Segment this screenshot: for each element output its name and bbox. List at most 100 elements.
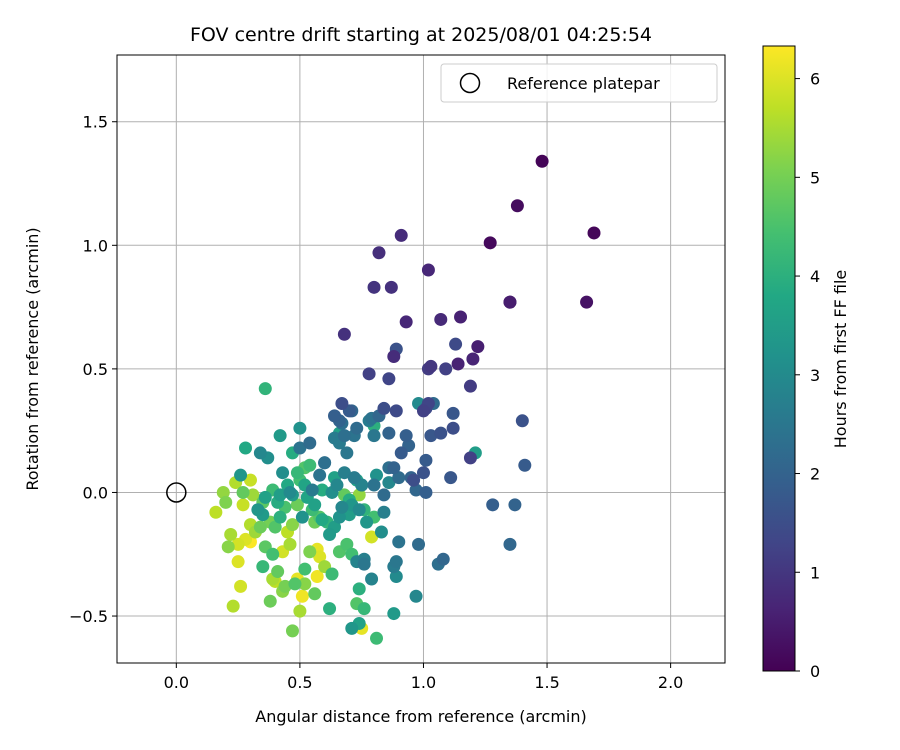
data-point xyxy=(409,589,423,603)
data-point xyxy=(335,396,349,410)
y-tick-label: 0.0 xyxy=(83,483,108,502)
data-point xyxy=(463,451,477,465)
data-point xyxy=(416,404,430,418)
data-point xyxy=(276,466,290,480)
data-point xyxy=(382,372,396,386)
data-point xyxy=(266,547,280,561)
data-point xyxy=(256,560,270,574)
data-point xyxy=(253,446,267,460)
data-point xyxy=(251,503,265,517)
data-point xyxy=(436,552,450,566)
data-point xyxy=(332,510,346,524)
data-point xyxy=(389,569,403,583)
data-point xyxy=(263,594,277,608)
data-point xyxy=(535,154,549,168)
data-point xyxy=(347,471,361,485)
data-point xyxy=(273,510,287,524)
data-point xyxy=(258,382,272,396)
data-point xyxy=(298,577,312,591)
data-point xyxy=(382,476,396,490)
data-point xyxy=(234,468,248,482)
data-point xyxy=(387,461,401,475)
data-point xyxy=(374,525,388,539)
data-point xyxy=(243,473,257,487)
data-point xyxy=(503,295,517,309)
data-point xyxy=(466,352,480,366)
y-axis-label: Rotation from reference (arcmin) xyxy=(23,227,42,490)
data-point xyxy=(290,498,304,512)
data-point xyxy=(352,582,366,596)
colorbar-tick-label: 2 xyxy=(810,465,820,484)
colorbar: 0 1 2 3 4 5 6 Hours from first FF file xyxy=(762,45,850,681)
data-point xyxy=(486,498,500,512)
data-point xyxy=(444,471,458,485)
data-point xyxy=(231,555,245,569)
data-point xyxy=(454,310,468,324)
data-point xyxy=(303,545,317,559)
colorbar-gradient xyxy=(762,45,796,672)
reference-platepar-marker xyxy=(166,482,187,503)
data-point xyxy=(503,537,517,551)
data-point xyxy=(392,535,406,549)
x-tick-label: 0.0 xyxy=(164,673,189,692)
axis-ticks: 0.0 0.5 1.0 1.5 2.0 −0.5 0.0 0.5 1.0 1.5 xyxy=(69,113,683,692)
data-point xyxy=(424,429,438,443)
data-point xyxy=(295,510,309,524)
data-point xyxy=(510,199,524,213)
data-point xyxy=(407,473,421,487)
colorbar-tick-label: 0 xyxy=(810,662,820,681)
x-tick-label: 1.0 xyxy=(411,673,436,692)
data-point xyxy=(357,602,371,616)
data-point xyxy=(340,537,354,551)
legend: Reference platepar xyxy=(440,63,718,103)
data-point xyxy=(315,483,329,497)
data-point xyxy=(337,429,351,443)
data-point xyxy=(424,359,438,373)
data-point xyxy=(394,228,408,242)
data-point xyxy=(221,540,235,554)
data-point xyxy=(508,498,522,512)
data-point xyxy=(483,236,497,250)
data-point xyxy=(389,404,403,418)
colorbar-tick-label: 3 xyxy=(810,366,820,385)
data-point xyxy=(365,572,379,586)
data-points xyxy=(166,154,601,645)
data-point xyxy=(337,327,351,341)
legend-label: Reference platepar xyxy=(507,74,660,93)
data-point xyxy=(370,468,384,482)
x-tick-label: 0.5 xyxy=(287,673,312,692)
colorbar-tick-label: 4 xyxy=(810,267,820,286)
plot-frame xyxy=(116,54,726,664)
data-point xyxy=(392,471,406,485)
data-point xyxy=(327,409,341,423)
data-point xyxy=(449,337,463,351)
data-point xyxy=(226,599,240,613)
data-point xyxy=(231,537,245,551)
x-tick-label: 1.5 xyxy=(534,673,559,692)
data-point xyxy=(293,441,307,455)
data-point xyxy=(446,406,460,420)
data-point xyxy=(253,520,267,534)
colorbar-tick-label: 1 xyxy=(810,563,820,582)
data-point xyxy=(236,498,250,512)
data-point xyxy=(357,557,371,571)
y-tick-label: 1.5 xyxy=(83,113,108,132)
y-tick-label: 0.5 xyxy=(83,360,108,379)
data-point xyxy=(387,350,401,364)
data-point xyxy=(325,567,339,581)
data-point xyxy=(352,488,366,502)
data-point xyxy=(394,446,408,460)
data-point xyxy=(234,579,248,593)
data-point xyxy=(434,426,448,440)
data-point xyxy=(239,441,253,455)
data-point xyxy=(313,550,327,564)
chart-title: FOV centre drift starting at 2025/08/01 … xyxy=(190,24,652,46)
data-point xyxy=(412,537,426,551)
data-point xyxy=(377,505,391,519)
colorbar-ticks: 0 1 2 3 4 5 6 xyxy=(795,70,820,681)
data-point xyxy=(216,485,230,499)
colorbar-tick-label: 5 xyxy=(810,168,820,187)
colorbar-label: Hours from first FF file xyxy=(831,270,850,449)
